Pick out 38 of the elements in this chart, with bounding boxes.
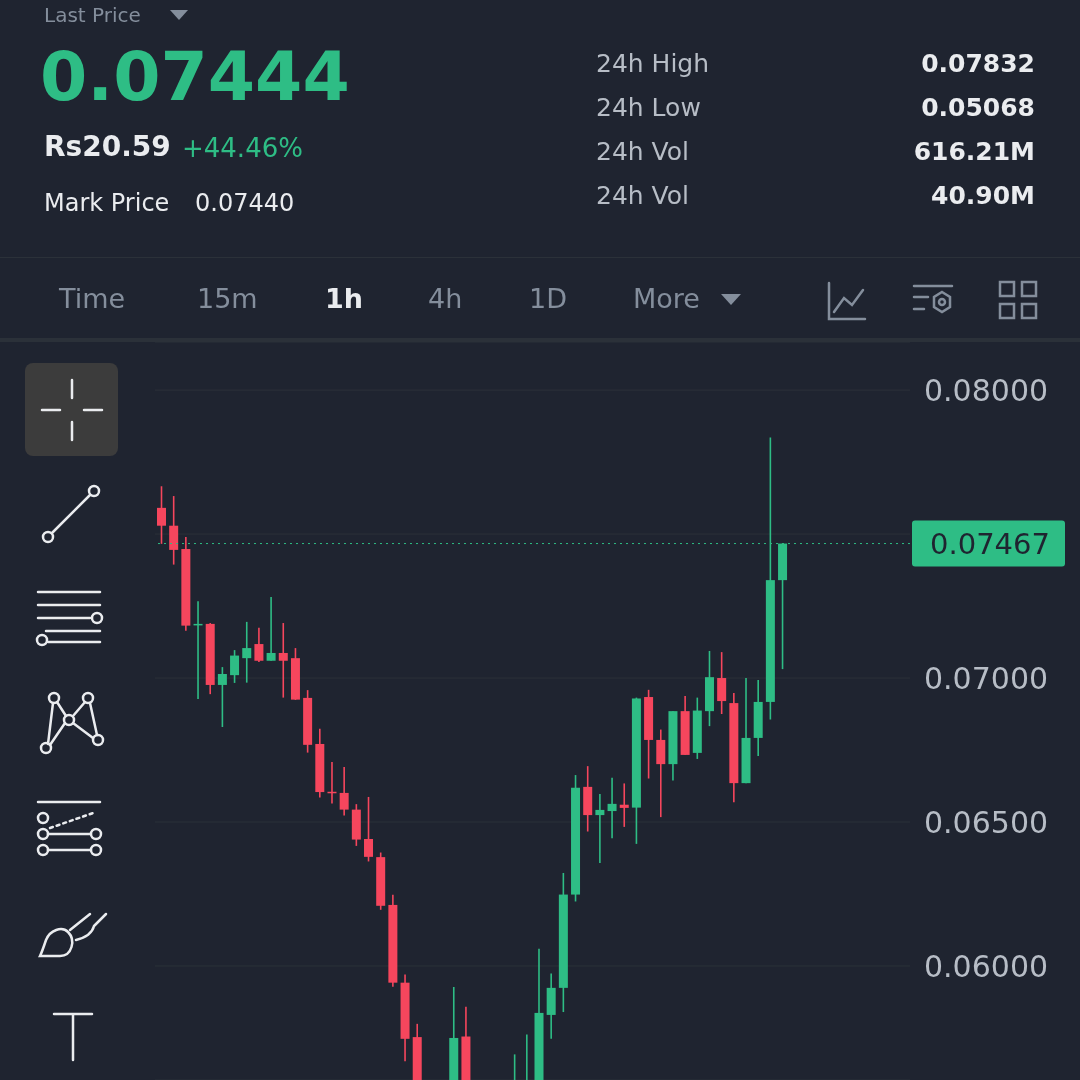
text: 24h Low: [596, 93, 701, 122]
text: Time: [59, 283, 126, 314]
candlestick: [266, 596, 276, 662]
text: 40.90M: [931, 181, 1035, 210]
ref-line-label: 0.07467: [930, 526, 1050, 561]
candlestick: [242, 621, 252, 684]
candlestick: [230, 649, 240, 684]
candlestick: [217, 666, 227, 728]
candlestick: [254, 626, 264, 663]
text: 24h Vol: [596, 137, 690, 166]
candlestick: [607, 776, 617, 839]
text: Last Price: [44, 3, 141, 27]
candlestick: [619, 782, 629, 828]
text: Rs20.59: [44, 130, 171, 163]
text: 0.05068: [921, 93, 1035, 122]
candlestick: [157, 485, 166, 545]
text: +44.46%: [182, 133, 303, 163]
text: 1h: [325, 283, 364, 314]
text: 0.07832: [921, 49, 1035, 78]
text: More: [633, 283, 700, 314]
y-tick-label: 0.06500: [924, 804, 1049, 840]
text: 1D: [529, 283, 567, 314]
text: 15m: [197, 283, 258, 314]
candlestick: [595, 793, 605, 864]
candlestick: [717, 651, 727, 715]
text: 0.07444: [40, 37, 350, 116]
y-tick-label: 0.06000: [924, 948, 1049, 984]
candlestick: [364, 796, 374, 863]
text: 24h Vol: [596, 181, 690, 210]
text: 616.21M: [913, 137, 1035, 166]
text: Mark Price: [44, 189, 170, 217]
text: 0.07440: [195, 189, 295, 217]
candlestick: [339, 766, 349, 817]
text: 4h: [428, 283, 463, 314]
y-tick-label: 0.08000: [924, 372, 1049, 408]
candlestick: [278, 622, 288, 699]
text: 24h High: [596, 49, 710, 78]
y-tick-label: 0.07000: [924, 660, 1049, 696]
